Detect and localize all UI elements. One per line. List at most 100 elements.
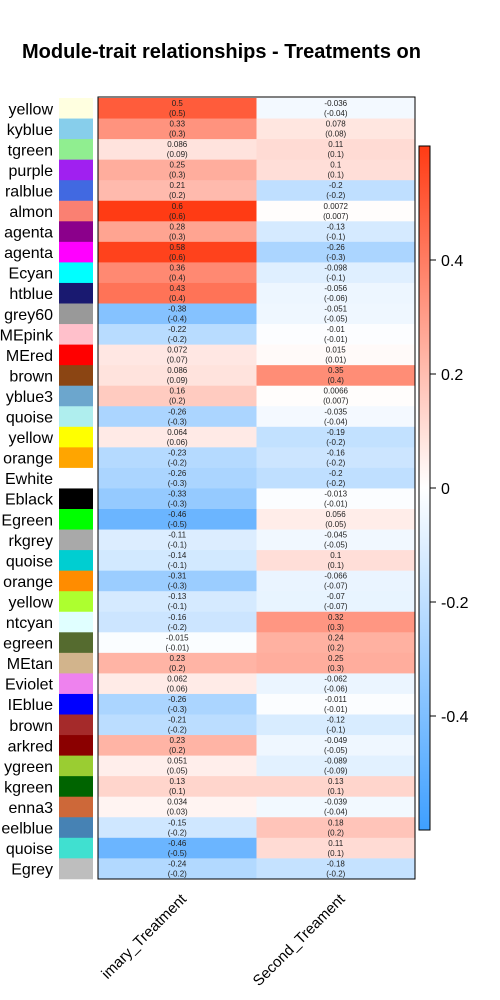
cell-value-label: -0.16	[168, 613, 187, 622]
column-label: imary_Treatment	[98, 890, 190, 982]
cell-value-label: -0.18	[327, 859, 346, 868]
row-color-swatch	[59, 467, 93, 489]
row-label: kgreen	[4, 779, 53, 796]
row-color-swatch	[59, 673, 93, 695]
heatmap-cell	[256, 385, 416, 407]
cell-pvalue-label: (-0.1)	[326, 273, 345, 282]
row-label: orange	[3, 574, 53, 591]
cell-value-label: 0.056	[326, 510, 347, 519]
cell-pvalue-label: (0.09)	[167, 150, 188, 159]
cell-pvalue-label: (-0.05)	[324, 746, 348, 755]
row-color-swatches	[59, 98, 93, 880]
row-label: MEred	[6, 348, 53, 365]
cell-pvalue-label: (-0.01)	[165, 643, 189, 652]
row-label: quoise	[6, 553, 53, 570]
cell-pvalue-label: (-0.2)	[326, 479, 345, 488]
cell-pvalue-label: (-0.2)	[326, 191, 345, 200]
heatmap-cell	[98, 796, 257, 818]
cell-pvalue-label: (-0.4)	[168, 315, 187, 324]
cell-pvalue-label: (-0.04)	[324, 109, 348, 118]
cell-pvalue-label: (0.2)	[169, 397, 186, 406]
heatmap-cell	[256, 447, 416, 469]
heatmap-cell	[256, 118, 416, 140]
cell-value-label: -0.15	[168, 818, 187, 827]
row-color-swatch	[59, 591, 93, 613]
row-label: yblue3	[6, 389, 53, 406]
heatmap-cell	[98, 776, 257, 798]
heatmap-cell	[256, 159, 416, 181]
cell-pvalue-label: (0.06)	[167, 438, 188, 447]
heatmap-cell	[256, 241, 416, 263]
heatmap-cell	[98, 344, 257, 366]
row-label: Ecyan	[9, 266, 53, 283]
row-color-swatch	[59, 714, 93, 736]
colorbar-tick-label: 0.4	[441, 253, 463, 270]
heatmap-cell	[98, 755, 257, 777]
heatmap-cell	[256, 858, 416, 880]
colorbar-tick-label: 0.2	[441, 367, 463, 384]
cell-value-label: 0.072	[167, 346, 188, 355]
cell-value-label: 0.24	[328, 633, 344, 642]
cell-value-label: 0.18	[328, 818, 344, 827]
cell-value-label: -0.13	[327, 222, 346, 231]
cell-pvalue-label: (-0.5)	[168, 849, 187, 858]
cell-pvalue-label: (0.1)	[328, 787, 345, 796]
cell-value-label: -0.098	[324, 263, 347, 272]
row-label: Ewhite	[5, 471, 53, 488]
cell-value-label: 0.1	[330, 161, 342, 170]
cell-value-label: -0.26	[327, 243, 346, 252]
heatmap-cell	[98, 488, 257, 510]
heatmap-cell	[98, 837, 257, 859]
cell-pvalue-label: (0.3)	[328, 664, 345, 673]
heatmap-cell	[98, 303, 257, 325]
cell-value-label: 0.051	[167, 757, 188, 766]
colorbar-ticks: 0.4 0.2 0 -0.2 -0.4	[430, 253, 469, 726]
cell-pvalue-label: (0.5)	[169, 109, 186, 118]
row-label: egreen	[3, 636, 53, 653]
cell-pvalue-label: (0.4)	[169, 273, 186, 282]
cell-value-label: -0.26	[168, 469, 187, 478]
row-label: Eblack	[5, 492, 54, 509]
cell-value-label: -0.01	[327, 325, 346, 334]
row-color-swatch	[59, 529, 93, 551]
row-label: Egrey	[11, 862, 53, 879]
cell-pvalue-label: (-0.3)	[168, 582, 187, 591]
cell-value-label: 0.086	[167, 366, 188, 375]
heatmap-cell	[256, 200, 416, 222]
heatmap-cell	[256, 406, 416, 428]
cell-pvalue-label: (0.03)	[167, 808, 188, 817]
row-color-swatch	[59, 180, 93, 202]
cell-pvalue-label: (0.3)	[328, 623, 345, 632]
heatmap-cell	[98, 200, 257, 222]
cell-value-label: -0.2	[329, 181, 343, 190]
cell-pvalue-label: (-0.01)	[324, 705, 348, 714]
cell-pvalue-label: (0.1)	[328, 561, 345, 570]
heatmap-cell	[98, 714, 257, 736]
row-color-swatch	[59, 652, 93, 674]
cell-value-label: -0.23	[168, 448, 187, 457]
heatmap-cell	[98, 611, 257, 633]
heatmap-cell	[98, 324, 257, 345]
row-label: almon	[9, 204, 53, 221]
cell-value-label: 0.062	[167, 674, 188, 683]
row-color-swatch	[59, 735, 93, 756]
heatmap-cell	[256, 591, 416, 613]
cell-pvalue-label: (-0.1)	[326, 232, 345, 241]
cell-pvalue-label: (-0.07)	[324, 582, 348, 591]
cell-value-label: 0.58	[169, 243, 185, 252]
cell-value-label: 0.23	[169, 654, 185, 663]
heatmap-cell	[98, 652, 257, 674]
row-label: yellow	[9, 594, 54, 611]
cell-value-label: -0.16	[327, 448, 346, 457]
cell-value-label: -0.035	[324, 407, 347, 416]
row-label: IEblue	[8, 697, 53, 714]
cell-value-label: 0.015	[326, 346, 347, 355]
heatmap-cell	[98, 98, 257, 119]
cell-pvalue-label: (0.2)	[169, 664, 186, 673]
cell-value-label: -0.036	[324, 99, 347, 108]
cell-value-label: 0.25	[328, 654, 344, 663]
heatmap-cell	[256, 221, 416, 243]
cell-pvalue-label: (0.3)	[169, 232, 186, 241]
heatmap-cell	[256, 714, 416, 736]
row-color-swatch	[59, 241, 93, 263]
